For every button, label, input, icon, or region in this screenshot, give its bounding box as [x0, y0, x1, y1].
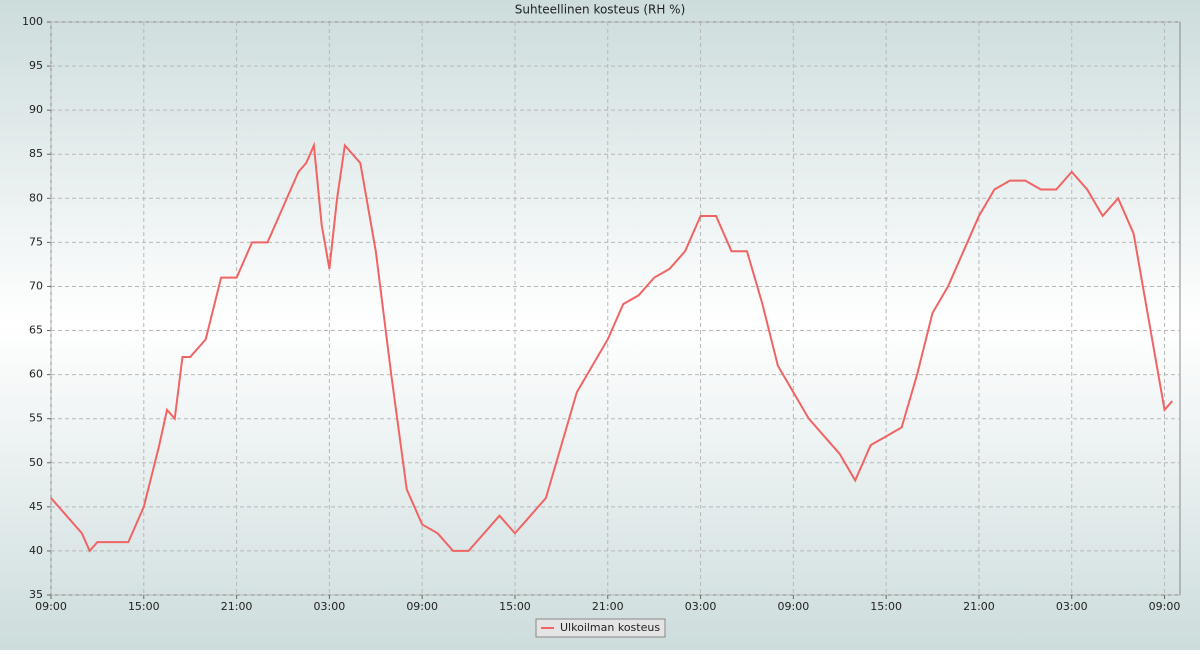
x-tick-label: 03:00: [314, 600, 346, 613]
y-tick-label: 55: [29, 412, 43, 425]
x-tick-label: 21:00: [592, 600, 624, 613]
y-tick-label: 70: [29, 279, 43, 292]
x-tick-label: 09:00: [406, 600, 438, 613]
y-tick-label: 60: [29, 368, 43, 381]
y-tick-label: 75: [29, 235, 43, 248]
y-tick-label: 90: [29, 103, 43, 116]
y-tick-label: 65: [29, 324, 43, 337]
x-tick-label: 09:00: [35, 600, 67, 613]
y-tick-label: 100: [22, 15, 43, 28]
plot-frame: [50, 21, 1181, 596]
y-tick-label: 40: [29, 544, 43, 557]
legend-label: Ulkoilman kosteus: [560, 621, 660, 634]
x-tick-label: 03:00: [1056, 600, 1088, 613]
x-tick-label: 15:00: [128, 600, 160, 613]
y-tick-label: 85: [29, 147, 43, 160]
x-tick-label: 21:00: [963, 600, 995, 613]
legend: Ulkoilman kosteus: [535, 618, 666, 638]
x-tick-label: 09:00: [778, 600, 810, 613]
x-tick-label: 15:00: [499, 600, 531, 613]
x-tick-label: 21:00: [221, 600, 253, 613]
y-tick-label: 80: [29, 191, 43, 204]
data-line: [50, 141, 1174, 553]
y-tick-label: 50: [29, 456, 43, 469]
legend-box: [535, 618, 666, 638]
x-tick-label: 09:00: [1149, 600, 1181, 613]
x-tick-label: 15:00: [870, 600, 902, 613]
y-tick-label: 95: [29, 59, 43, 72]
x-tick-label: 03:00: [685, 600, 717, 613]
y-tick-label: 35: [29, 588, 43, 601]
y-tick-label: 45: [29, 500, 43, 513]
chart-title: Suhteellinen kosteus (RH %): [515, 3, 686, 17]
